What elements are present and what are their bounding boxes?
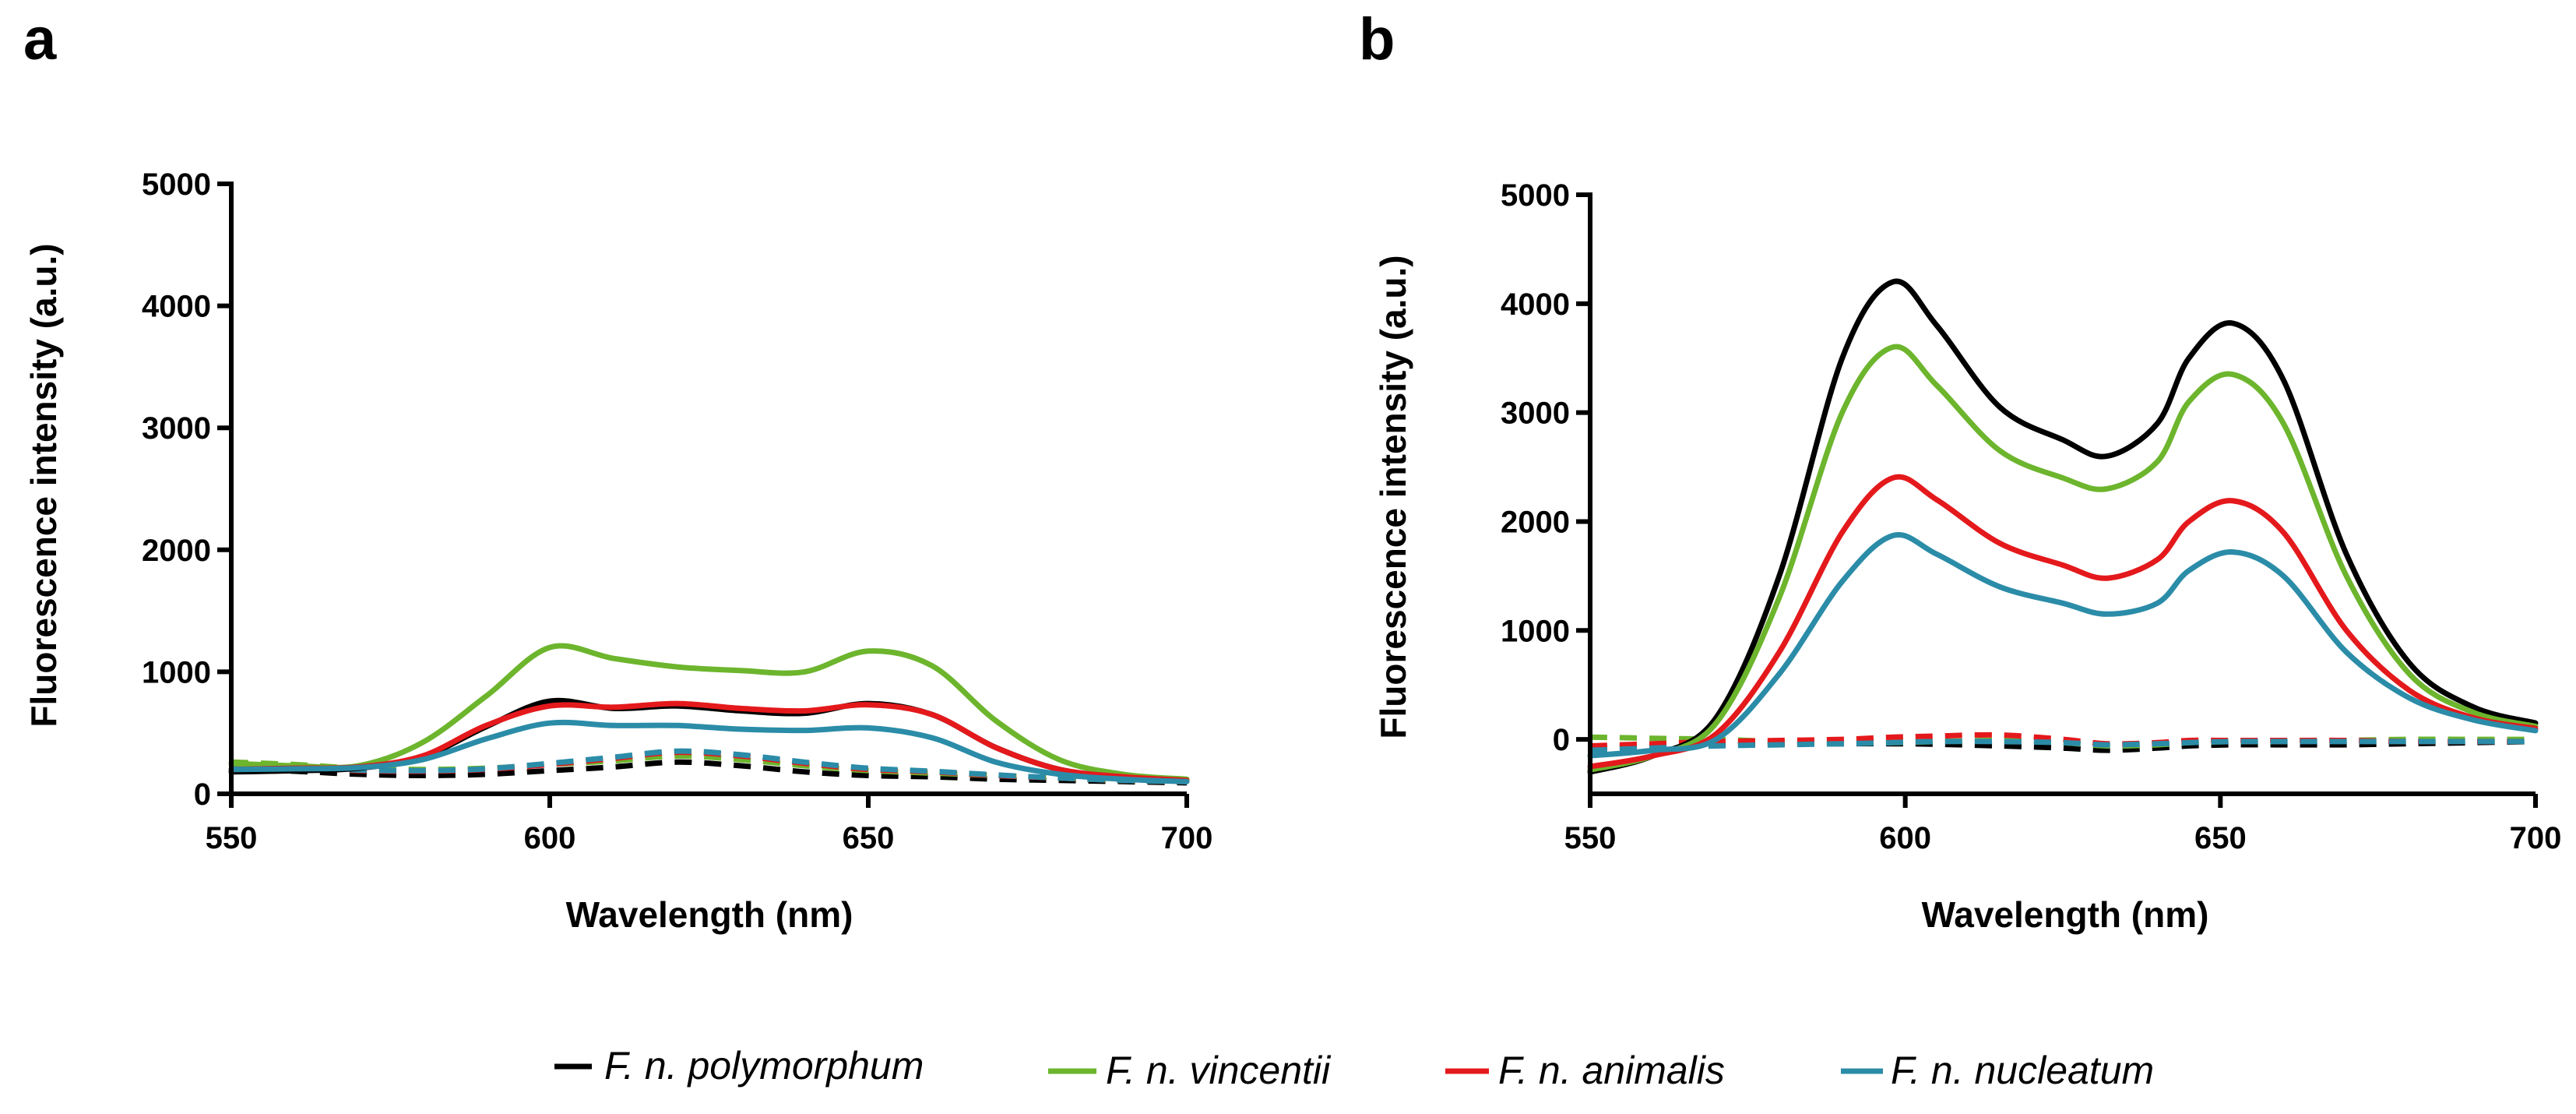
panel-b-y-tick-label: 0: [1553, 723, 1570, 757]
panel-b-y-tick-label: 3000: [1501, 397, 1570, 431]
panel-b-y-tick-label: 5000: [1501, 178, 1570, 213]
panel-b-series-polymorphum-solid: [1587, 278, 2539, 775]
panel-b-series-nucleatum-dashed: [1589, 739, 2536, 753]
panel-b-letter: b: [1359, 6, 1395, 72]
panel-a-y-tick-label: 5000: [142, 167, 211, 202]
legend-item-animalis: F. n. animalis: [1445, 1049, 1725, 1092]
panel-a-chart: 0 1000 2000 3000 4000 5000 550 600 650 700 Wavele…: [23, 167, 1212, 935]
panel-b-chart: 0 1000 2000 3000 4000 5000 550 600 650 700 Wavele…: [1373, 178, 2561, 935]
panel-a-x-tick-label: 650: [843, 821, 895, 855]
legend: F. n. polymorphum F. n. vincentii F. n. …: [554, 1044, 2154, 1092]
panel-b-y-axis-title: Fluorescence intensity (a.u.): [1373, 255, 1413, 739]
panel-b-x-tick-label: 550: [1564, 821, 1617, 855]
panel-a-x-tick-label: 600: [524, 821, 576, 855]
legend-item-polymorphum: F. n. polymorphum: [554, 1044, 924, 1088]
panel-b-y-tick-label: 4000: [1501, 287, 1570, 322]
panel-b-series-vincentii-solid: [1587, 344, 2539, 773]
panel-a-y-axis-title: Fluorescence intensity (a.u.): [23, 243, 64, 727]
panel-a-series-vincentii-solid: [228, 643, 1190, 782]
panel-a-y-tick-label: 2000: [142, 534, 211, 568]
panel-b-series-animalis-solid: [1587, 474, 2539, 770]
panel-a-y-tick-label: 0: [194, 777, 211, 812]
panel-b-x-tick-label: 650: [2194, 821, 2247, 855]
panel-a-y-tick-label: 1000: [142, 655, 211, 689]
legend-label-nucleatum: F. n. nucleatum: [1891, 1049, 2154, 1092]
panel-a-y-tick-label: 3000: [142, 411, 211, 446]
panel-a-plot-area: 0 1000 2000 3000 4000 5000 550 600 650 700: [142, 167, 1212, 855]
panel-b-x-tick-label: 600: [1879, 821, 1931, 855]
panel-a-x-tick-label: 700: [1161, 821, 1213, 855]
panel-a-y-tick-label: 4000: [142, 290, 211, 324]
panel-b-x-axis-title: Wavelength (nm): [1922, 894, 2209, 935]
panel-b-series-nucleatum-solid: [1587, 532, 2539, 759]
legend-label-vincentii: F. n. vincentii: [1106, 1049, 1332, 1092]
panel-b-y-tick-label: 2000: [1501, 505, 1570, 539]
panel-b-x-tick-label: 700: [2510, 821, 2562, 855]
legend-label-polymorphum: F. n. polymorphum: [604, 1044, 924, 1088]
legend-label-animalis: F. n. animalis: [1498, 1049, 1725, 1092]
panel-a-series-nucleatum-dashed: [231, 748, 1188, 784]
legend-item-nucleatum: F. n. nucleatum: [1841, 1049, 2154, 1092]
panel-a-series-polymorphum-dashed: [231, 759, 1188, 786]
panel-a-x-axis-title: Wavelength (nm): [566, 894, 853, 935]
panel-b-series-polymorphum-dashed: [1589, 739, 2536, 753]
panel-b-y-tick-label: 1000: [1501, 614, 1570, 648]
panel-a-letter: a: [23, 6, 57, 72]
panel-b-plot-area: 0 1000 2000 3000 4000 5000 550 600 650 700: [1501, 178, 2561, 855]
panel-a-series-nucleatum-solid: [228, 719, 1190, 784]
legend-item-vincentii: F. n. vincentii: [1048, 1049, 1332, 1092]
panel-a-x-tick-label: 550: [206, 821, 258, 855]
